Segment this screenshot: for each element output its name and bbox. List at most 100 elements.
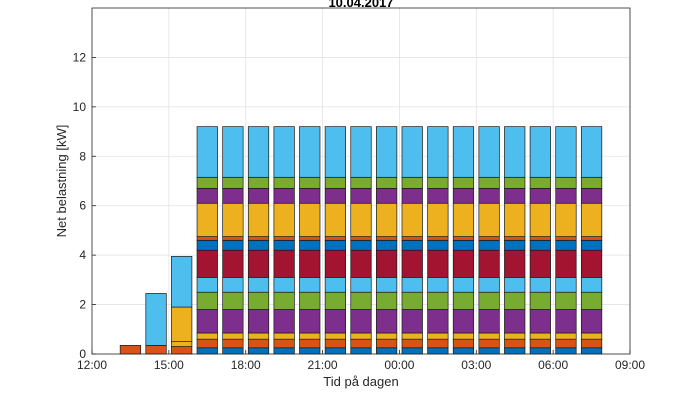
bar-segment [196, 249, 218, 278]
bar-segment [555, 249, 577, 278]
bar-segment [452, 338, 475, 349]
bar-segment [555, 126, 577, 178]
bar-segment [324, 249, 346, 278]
bar-segment [504, 309, 526, 334]
bar-segment [196, 202, 218, 237]
bar-segment [247, 277, 270, 293]
bar-segment [452, 277, 475, 293]
y-tick-label: 10 [73, 100, 87, 114]
bar-segment [555, 291, 577, 310]
bar-0530 [529, 126, 551, 355]
bar-segment [222, 338, 244, 349]
bar-2330 [376, 126, 398, 355]
bar-segment [247, 188, 270, 204]
bar-0330 [478, 126, 500, 355]
bar-segment [376, 188, 398, 204]
bar-segment [401, 277, 423, 293]
bar-segment [145, 345, 167, 355]
bar-segment [196, 126, 218, 178]
bar-segment [478, 332, 500, 340]
bar-segment [247, 239, 270, 251]
bar-segment [222, 202, 244, 237]
bar-segment [247, 126, 270, 178]
plot-frame [91, 7, 631, 355]
bar-segment [247, 309, 270, 334]
bar-segment [376, 338, 398, 349]
bar-segment [452, 332, 475, 340]
bar-segment [247, 202, 270, 237]
bar-segment [580, 291, 603, 310]
bar-1430 [145, 293, 167, 355]
bar-segment [580, 277, 603, 293]
bar-segment [273, 338, 295, 349]
bar-segment [299, 338, 321, 349]
bar-2230 [350, 126, 372, 355]
bar-segment [580, 249, 603, 278]
bar-segment [504, 176, 526, 189]
bar-segment [452, 236, 475, 241]
bar-segment [529, 332, 551, 340]
bar-1730 [222, 126, 244, 355]
bar-segment [247, 338, 270, 349]
bar-segment [273, 277, 295, 293]
bar-segment [222, 249, 244, 278]
bar-segment [222, 176, 244, 189]
bar-segment [427, 126, 449, 178]
bar-segment [529, 188, 551, 204]
bar-segment [350, 347, 372, 355]
bar-segment [427, 332, 449, 340]
bar-segment [350, 126, 372, 178]
bar-segment [452, 309, 475, 334]
bar-segment [529, 236, 551, 241]
bar-segment [222, 277, 244, 293]
x-tick-label: 00:00 [384, 358, 414, 372]
bar-segment [299, 239, 321, 251]
bar-segment [247, 347, 270, 355]
bar-segment [452, 291, 475, 310]
bar-segment [401, 347, 423, 355]
bar-segment [222, 239, 244, 251]
bar-segment [171, 341, 193, 347]
bar-segment [273, 332, 295, 340]
bar-segment [273, 126, 295, 178]
bar-segment [350, 188, 372, 204]
bar-segment [299, 347, 321, 355]
bar-segment [427, 236, 449, 241]
bar-segment [196, 239, 218, 251]
y-axis-title: Net belastning [kW] [54, 125, 69, 238]
bar-segment [196, 236, 218, 241]
bar-segment [222, 309, 244, 334]
bars [119, 126, 603, 355]
bar-segment [324, 277, 346, 293]
bar-segment [324, 291, 346, 310]
bar-segment [299, 249, 321, 278]
bar-segment [504, 291, 526, 310]
bar-segment [555, 176, 577, 189]
bar-1530 [171, 256, 193, 355]
x-tick-label: 03:00 [461, 358, 491, 372]
x-tick-label: 09:00 [615, 358, 645, 372]
bar-segment [504, 202, 526, 237]
bar-segment [376, 347, 398, 355]
bar-segment [196, 176, 218, 189]
bar-segment [478, 249, 500, 278]
bar-segment [171, 346, 193, 355]
bar-segment [529, 291, 551, 310]
bar-segment [529, 277, 551, 293]
x-tick-label: 06:00 [538, 358, 568, 372]
bar-segment [222, 291, 244, 310]
bar-segment [196, 188, 218, 204]
bar-segment [529, 309, 551, 334]
x-tick-label: 12:00 [77, 358, 107, 372]
bar-1630 [196, 126, 218, 355]
bar-segment [555, 239, 577, 251]
bar-segment [222, 347, 244, 355]
bar-segment [273, 239, 295, 251]
bar-1830 [247, 126, 270, 355]
bar-0030 [401, 126, 423, 355]
bar-segment [401, 332, 423, 340]
bar-segment [299, 176, 321, 189]
bar-segment [529, 347, 551, 355]
bar-segment [247, 249, 270, 278]
bar-segment [427, 309, 449, 334]
